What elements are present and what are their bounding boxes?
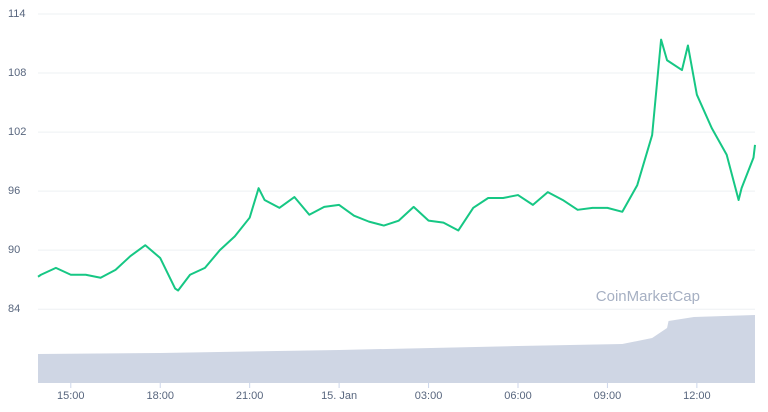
y-tick-label: 96 bbox=[8, 185, 20, 197]
y-tick-label: 114 bbox=[8, 8, 26, 20]
x-tick-label: 15. Jan bbox=[321, 390, 357, 402]
x-tick-label: 15:00 bbox=[57, 390, 85, 402]
x-tick-label: 09:00 bbox=[594, 390, 622, 402]
price-line bbox=[37, 38, 756, 292]
x-tick-label: 18:00 bbox=[146, 390, 174, 402]
x-tick-label: 21:00 bbox=[236, 390, 264, 402]
y-tick-label: 90 bbox=[8, 244, 20, 256]
y-tick-label: 108 bbox=[8, 67, 26, 79]
x-tick-label: 12:00 bbox=[683, 390, 711, 402]
x-tick-label: 06:00 bbox=[504, 390, 532, 402]
y-tick-label: 84 bbox=[8, 303, 20, 315]
x-tick-label: 03:00 bbox=[415, 390, 443, 402]
y-tick-label: 102 bbox=[8, 126, 26, 138]
watermark: CoinMarketCap bbox=[596, 288, 700, 305]
volume-area bbox=[38, 315, 755, 383]
